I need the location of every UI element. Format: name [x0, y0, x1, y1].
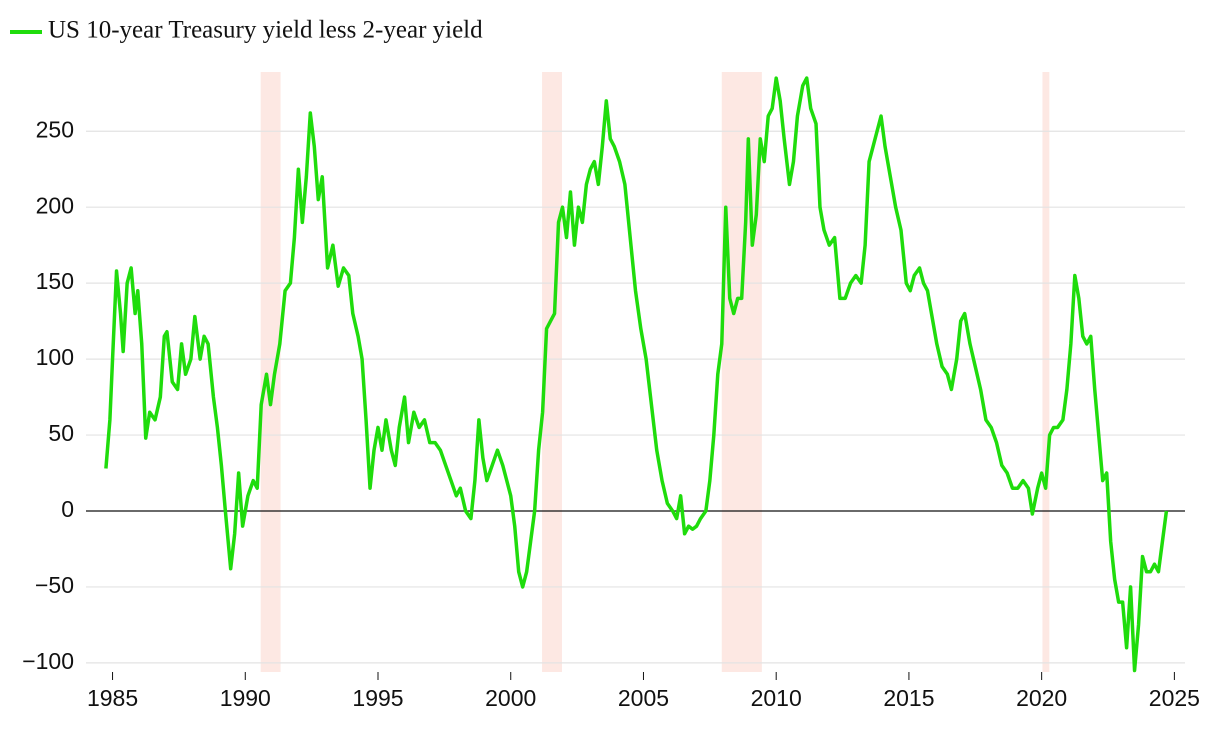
y-tick-label: 250 — [36, 116, 74, 142]
x-tick-label: 2010 — [751, 685, 802, 711]
y-tick-label: 50 — [48, 420, 74, 446]
legend: US 10-year Treasury yield less 2-year yi… — [10, 17, 483, 44]
y-tick-label: −100 — [22, 648, 74, 674]
x-tick-label: 1985 — [87, 685, 138, 711]
shaded-period — [1042, 72, 1050, 672]
series-line — [104, 76, 1169, 673]
x-tick-label: 2025 — [1149, 685, 1200, 711]
x-tick-label: 2015 — [883, 685, 934, 711]
y-tick-label: 200 — [36, 192, 74, 218]
x-tick-label: 1990 — [220, 685, 271, 711]
x-tick-label: 1995 — [352, 685, 403, 711]
shaded-period — [721, 72, 762, 672]
x-tick-label: 2000 — [485, 685, 536, 711]
x-tick-label: 2005 — [618, 685, 669, 711]
legend-label: US 10-year Treasury yield less 2-year yi… — [48, 17, 483, 44]
y-tick-label: 0 — [61, 496, 74, 522]
y-tick-label: −50 — [35, 572, 74, 598]
y-tick-label: 100 — [36, 344, 74, 370]
y-tick-label: 150 — [36, 268, 74, 294]
x-tick-label: 2020 — [1016, 685, 1067, 711]
shaded-period — [260, 72, 281, 672]
